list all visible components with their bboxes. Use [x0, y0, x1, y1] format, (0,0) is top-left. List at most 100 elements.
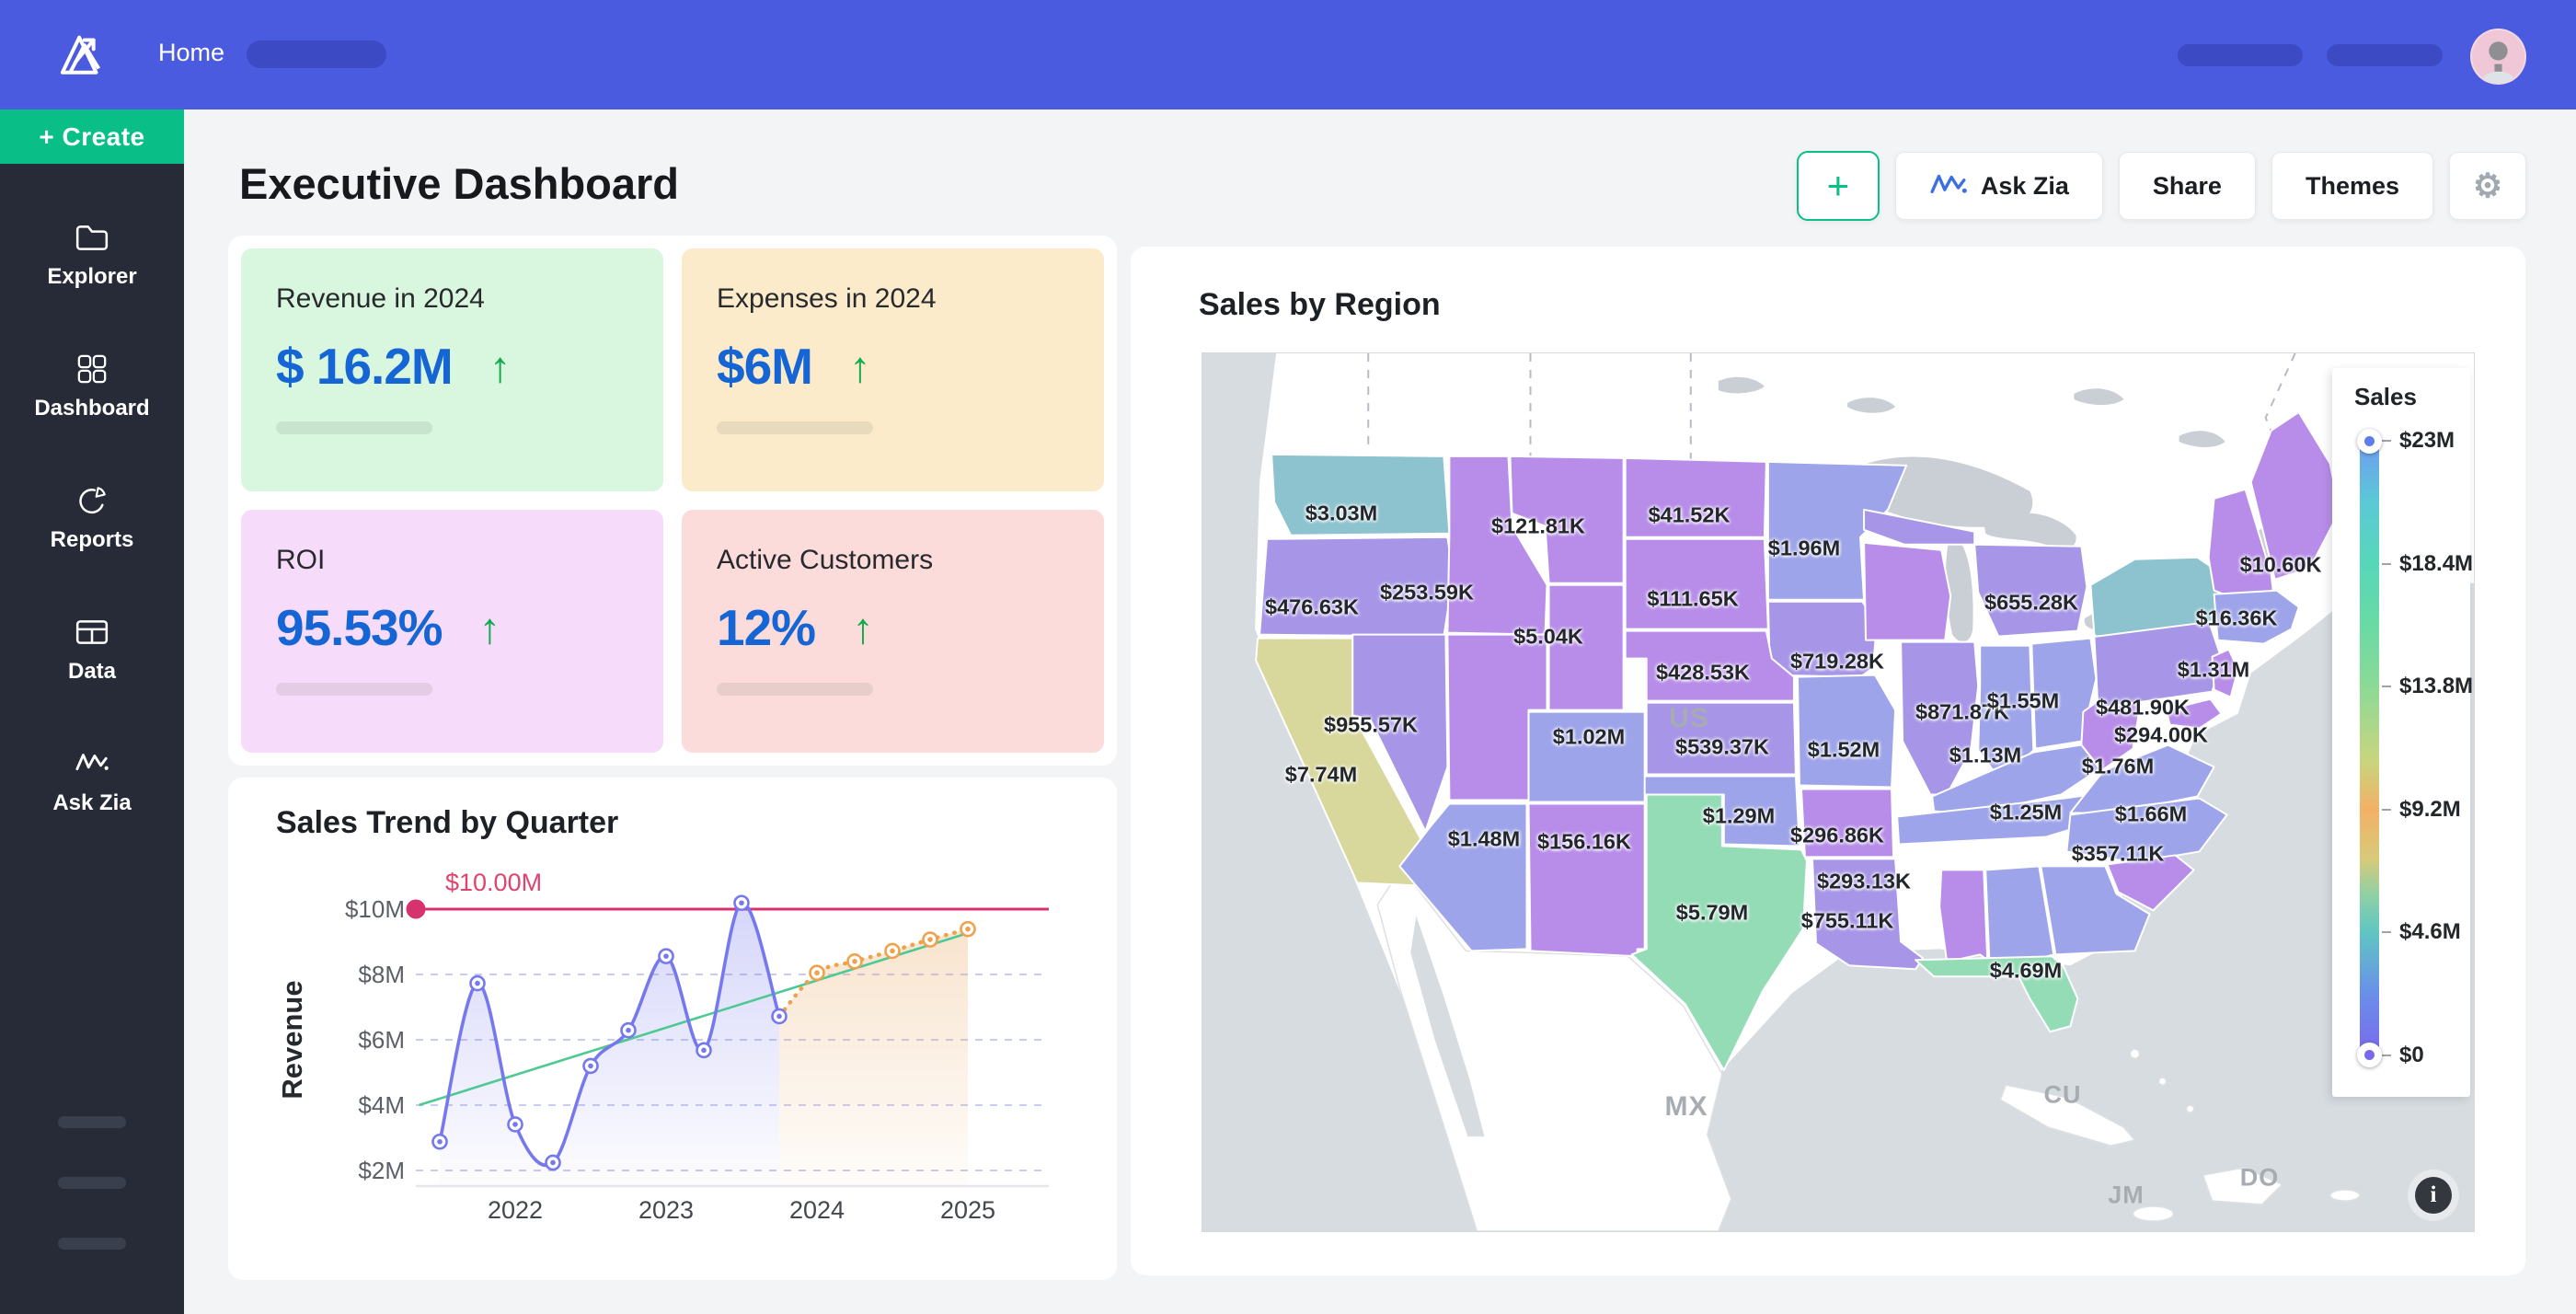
- sidebar-item-dashboard[interactable]: Dashboard: [0, 321, 184, 453]
- ask-zia-button[interactable]: Ask Zia: [1894, 152, 2103, 220]
- state-shape[interactable]: [1800, 788, 1895, 859]
- kpi-panel: Revenue in 2024 $ 16.2M ↑ Expenses in 2024 $…: [228, 236, 1117, 766]
- state-shape[interactable]: [1630, 793, 1808, 1072]
- state-value-label: $1.55M: [1986, 688, 2060, 713]
- state-value-label: $41.52K: [1648, 502, 1731, 527]
- state-shape[interactable]: [1446, 455, 1548, 636]
- us-choropleth-map[interactable]: US MX CU JM DO $3.03M $121.81K $41.52K $1.96M $10…: [1202, 352, 2475, 1232]
- sidebar-item-reports[interactable]: Reports: [0, 453, 184, 584]
- kpi-card-2: ROI 95.53% ↑: [241, 510, 663, 753]
- state-shape[interactable]: [1863, 541, 1952, 641]
- sidebar-item-label: Ask Zia: [52, 790, 132, 815]
- share-button[interactable]: Share: [2118, 152, 2256, 220]
- legend-tick-label: $9.2M: [2399, 796, 2461, 822]
- svg-text:$10M: $10M: [345, 895, 405, 923]
- sidebar-item-label: Explorer: [47, 263, 137, 289]
- legend-min-handle[interactable]: [2357, 1043, 2382, 1067]
- legend-tick-mark: [2382, 931, 2391, 934]
- legend-max-handle[interactable]: [2357, 429, 2382, 454]
- legend-tick-label: $4.6M: [2399, 919, 2461, 945]
- kpi-placeholder-bar: [717, 421, 873, 434]
- top-navigation-bar: Home: [0, 0, 2576, 110]
- legend-tick-label: $23M: [2399, 428, 2455, 453]
- state-value-label: $253.59K: [1380, 580, 1474, 605]
- state-shape[interactable]: [2211, 648, 2239, 698]
- sidebar-item-data[interactable]: Data: [0, 584, 184, 716]
- state-shape[interactable]: [2213, 589, 2300, 645]
- state-shape[interactable]: [1900, 640, 1980, 796]
- state-shape[interactable]: [2106, 854, 2195, 912]
- state-value-label: $1.52M: [1807, 737, 1880, 762]
- kpi-placeholder-bar: [276, 683, 432, 696]
- state-shape[interactable]: [1938, 869, 1989, 963]
- user-avatar[interactable]: [2470, 29, 2526, 85]
- sales-trend-title: Sales Trend by Quarter: [276, 805, 619, 840]
- state-value-label: $1.02M: [1552, 724, 1626, 749]
- themes-button[interactable]: Themes: [2271, 152, 2433, 220]
- sidebar-nav: Explorer Dashboard Reports Data Ask Zia: [0, 190, 184, 847]
- legend-tick: $9.2M: [2382, 797, 2461, 823]
- state-shape[interactable]: [2065, 797, 2228, 864]
- state-value-label: $1.13M: [1949, 743, 2022, 767]
- kpi-value: $6M: [717, 338, 813, 395]
- state-shape[interactable]: [2207, 488, 2274, 601]
- state-shape[interactable]: [1624, 456, 1767, 538]
- state-shape[interactable]: [1796, 674, 1897, 789]
- state-shape[interactable]: [1398, 802, 1528, 952]
- state-value-label: $871.87K: [1915, 699, 2009, 724]
- state-shape[interactable]: [1271, 453, 1451, 536]
- settings-gear-button[interactable]: ⚙: [2449, 152, 2526, 220]
- state-shape[interactable]: [1973, 543, 2088, 638]
- state-shape[interactable]: [1766, 460, 1908, 601]
- state-shape[interactable]: [1446, 633, 1548, 801]
- state-shape[interactable]: [1863, 508, 1976, 546]
- state-value-label: $539.37K: [1675, 734, 1769, 759]
- sales-trend-chart[interactable]: $2M $4M $6M $8M $10M 2022 2023 2024 2025 Revenue $…: [236, 837, 1110, 1279]
- state-shape[interactable]: [1645, 701, 1797, 776]
- legend-tick-mark: [2382, 808, 2391, 811]
- sidebar-item-label: Data: [67, 658, 117, 684]
- sidebar-item-ask-zia[interactable]: Ask Zia: [0, 716, 184, 847]
- state-value-label: $719.28K: [1790, 649, 1884, 674]
- state-shape[interactable]: [1624, 537, 1769, 630]
- sidebar-placeholders: [0, 1116, 184, 1250]
- state-shape[interactable]: [1547, 583, 1625, 711]
- state-value-label: $955.57K: [1324, 712, 1418, 737]
- state-shape[interactable]: [2165, 697, 2223, 730]
- nav-placeholder-pill: [2327, 44, 2443, 66]
- state-shape[interactable]: [1509, 455, 1625, 584]
- create-button[interactable]: + Create: [0, 110, 184, 164]
- analytics-logo-icon[interactable]: [53, 26, 110, 83]
- kpi-value: 12%: [717, 599, 816, 656]
- state-shape[interactable]: [1915, 955, 2079, 1033]
- state-shape[interactable]: [2069, 743, 2215, 814]
- add-widget-button[interactable]: +: [1796, 151, 1880, 221]
- state-value-label: $3.03M: [1305, 501, 1378, 525]
- sidebar-item-label: Dashboard: [34, 395, 150, 421]
- sidebar-placeholder-bar: [58, 1116, 126, 1128]
- gear-icon: ⚙: [2472, 167, 2503, 204]
- nav-placeholder-pill: [247, 40, 386, 68]
- kpi-placeholder-bar: [276, 421, 432, 434]
- kpi-card-1: Expenses in 2024 $6M ↑: [682, 248, 1104, 491]
- state-shape[interactable]: [2040, 865, 2151, 956]
- home-nav-link[interactable]: Home: [158, 39, 225, 66]
- legend-tick-mark: [2382, 1055, 2391, 1056]
- svg-text:Revenue: Revenue: [276, 980, 308, 1099]
- legend-tick-label: $18.4M: [2399, 550, 2474, 576]
- sidebar-placeholder-bar: [58, 1177, 126, 1189]
- svg-text:2024: 2024: [789, 1196, 845, 1224]
- map-watermark-mx: MX: [1664, 1091, 1708, 1122]
- state-value-label: $1.66M: [2114, 801, 2188, 826]
- table-icon: [75, 617, 109, 648]
- nav-placeholder-pill: [2178, 44, 2303, 66]
- svg-text:2025: 2025: [940, 1196, 995, 1224]
- kpi-placeholder-bar: [717, 683, 873, 696]
- state-shape[interactable]: [1351, 633, 1449, 833]
- map-info-button[interactable]: i: [2408, 1170, 2459, 1221]
- state-shape[interactable]: [1527, 802, 1646, 958]
- state-value-label: $293.13K: [1817, 869, 1911, 893]
- state-shape[interactable]: [1624, 629, 1795, 702]
- kpi-value: 95.53%: [276, 599, 443, 656]
- sidebar-item-explorer[interactable]: Explorer: [0, 190, 184, 321]
